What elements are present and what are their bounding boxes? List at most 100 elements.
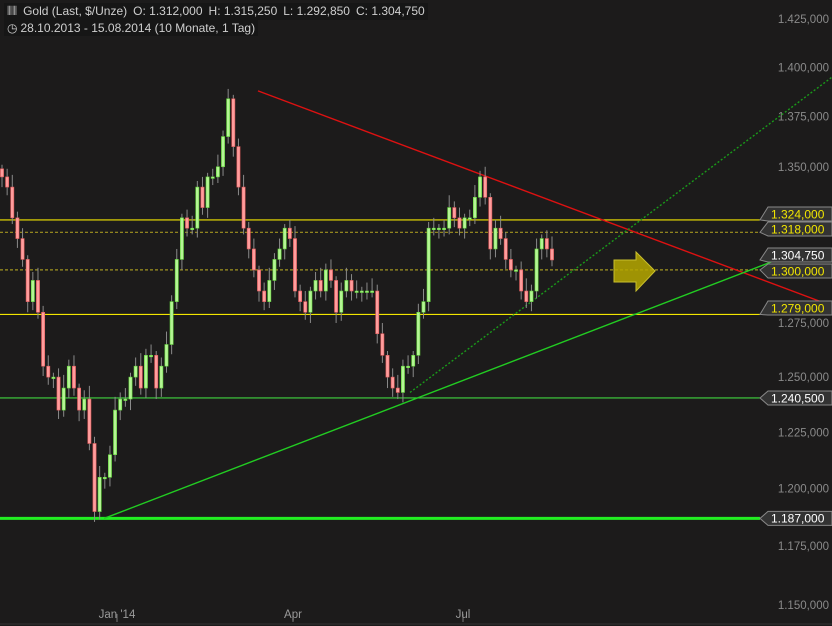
candle-body: [539, 238, 544, 250]
candle: [92, 436, 97, 522]
candle: [241, 174, 246, 235]
candle-body: [452, 207, 457, 219]
candle-body: [164, 344, 169, 367]
candle: [36, 267, 40, 319]
candle: [205, 172, 210, 218]
candle: [61, 374, 66, 417]
candle-body: [329, 269, 333, 281]
candle-body: [174, 259, 179, 302]
y-tick-label: 1.250,000: [778, 372, 829, 384]
candle: [77, 383, 82, 422]
candle: [5, 168, 10, 196]
trendline-support: [103, 248, 806, 520]
candle-body: [159, 365, 164, 389]
candle: [174, 248, 179, 310]
candle: [144, 348, 148, 398]
candle-body: [508, 259, 513, 271]
price-tag: 1.324,000: [759, 206, 832, 222]
candle: [493, 219, 498, 258]
candle: [282, 224, 287, 260]
candle: [467, 209, 472, 227]
candle: [334, 276, 339, 323]
candle: [534, 238, 539, 299]
candle-body: [462, 217, 467, 229]
candle: [159, 357, 164, 397]
candle-body: [303, 301, 308, 313]
instrument-name: Gold (Last, $/Unze): [23, 4, 128, 18]
candle: [447, 195, 452, 235]
candle-body: [287, 227, 292, 239]
low-value: L: 1.292,850: [283, 4, 350, 18]
price-tag: 1.304,750: [759, 247, 832, 263]
y-tick-label: 1.375,000: [778, 112, 829, 124]
candle: [257, 265, 261, 302]
candle-body: [118, 398, 123, 411]
price-tag: 1.279,000: [759, 300, 832, 316]
candle-body: [339, 290, 344, 313]
candle: [277, 238, 282, 267]
candle: [339, 282, 344, 321]
candle: [344, 267, 349, 298]
open-value: O: 1.312,000: [133, 4, 203, 18]
candle: [508, 248, 513, 278]
candle: [365, 282, 369, 300]
candle-body: [488, 197, 493, 250]
candle: [97, 465, 102, 520]
candle-body: [20, 238, 25, 260]
y-tick-label: 1.275,000: [778, 318, 829, 330]
candle: [550, 236, 554, 267]
candle: [442, 219, 446, 237]
candle-body: [246, 227, 251, 250]
candle: [452, 201, 457, 228]
trendline-resistance: [257, 90, 832, 307]
candle-body: [519, 269, 524, 292]
candle: [123, 388, 128, 407]
candle-body: [61, 387, 66, 411]
candle-body: [231, 98, 236, 147]
candle-body: [56, 376, 61, 411]
candle: [370, 278, 374, 298]
candle-body: [293, 238, 297, 292]
candle: [380, 322, 385, 363]
candle-body: [334, 280, 339, 313]
candle: [82, 390, 87, 419]
candle: [411, 350, 416, 378]
candle: [457, 207, 462, 236]
candle: [262, 282, 267, 311]
price-tag: 1.240,500: [759, 390, 832, 406]
candle-body: [128, 376, 133, 400]
candle: [87, 385, 92, 451]
candle-body: [416, 311, 421, 356]
candle-body: [323, 269, 328, 292]
candle: [472, 185, 477, 225]
candle-body: [144, 355, 148, 389]
candle-body: [97, 477, 102, 512]
candle-body: [544, 238, 549, 250]
y-tick-label: 1.350,000: [778, 162, 829, 174]
candle: [113, 396, 117, 462]
candle-body: [30, 280, 35, 302]
candle: [30, 272, 35, 311]
candle: [190, 215, 195, 235]
candle: [133, 357, 138, 386]
candle: [390, 368, 395, 397]
candle-body: [185, 217, 189, 229]
price-tag: 1.300,000: [759, 263, 832, 279]
candle-body: [15, 217, 20, 239]
candle: [149, 344, 153, 363]
candle-body: [113, 409, 117, 456]
candle: [395, 374, 400, 400]
candle: [15, 211, 20, 248]
candle-body: [108, 454, 112, 478]
candle-body: [365, 290, 369, 293]
candle-body: [503, 238, 508, 260]
price-tag-label: 1.279,000: [771, 301, 825, 315]
ohlc-header: ⫴⫴ Gold (Last, $/Unze) O: 1.312,000 H: 1.31…: [4, 3, 428, 20]
candle: [102, 472, 107, 489]
candle: [519, 261, 524, 300]
candle-body: [226, 98, 231, 137]
candle-body: [205, 176, 210, 208]
candle-body: [92, 443, 97, 512]
